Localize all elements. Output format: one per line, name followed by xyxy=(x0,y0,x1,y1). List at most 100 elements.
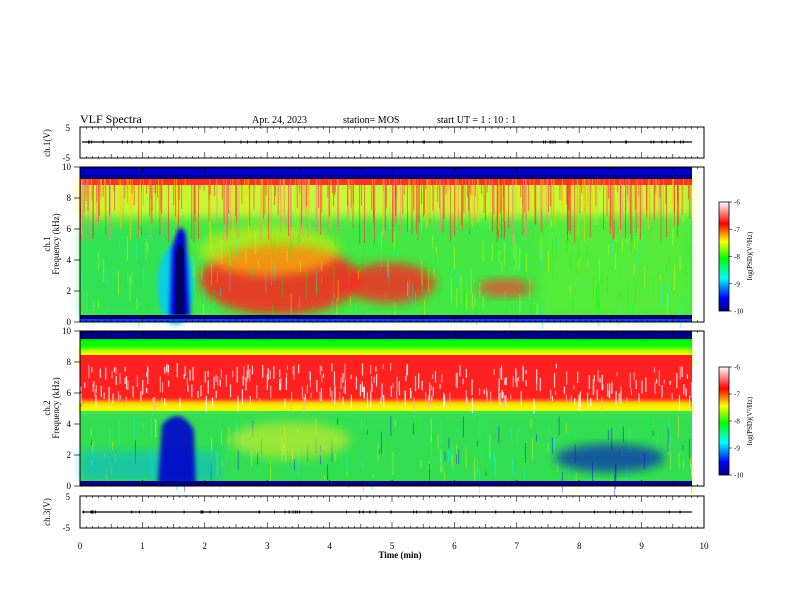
colorbar-tick-label: -9 xyxy=(734,445,740,453)
waveform-noise-mark xyxy=(422,140,424,144)
waveform-noise-mark xyxy=(126,140,128,144)
ch2-spectrogram-image xyxy=(80,331,693,500)
frequency-tick-label: 4 xyxy=(67,419,72,429)
waveform-noise-mark xyxy=(148,140,150,144)
waveform-noise-mark xyxy=(274,510,276,514)
waveform-noise-mark xyxy=(416,510,418,514)
ch3-waveform-panel: 5 -5 ch.3(V) xyxy=(42,492,705,533)
waveform-noise-mark xyxy=(679,510,681,514)
waveform-noise-mark xyxy=(183,510,185,514)
ch1-spectrogram-ticks xyxy=(74,166,705,323)
frequency-tick-label: 8 xyxy=(67,357,72,367)
waveform-noise-mark xyxy=(88,140,90,144)
waveform-noise-mark xyxy=(358,510,360,514)
waveform-noise-mark xyxy=(542,510,544,514)
frequency-tick-label: 2 xyxy=(67,286,72,296)
waveform-noise-mark xyxy=(625,140,627,144)
waveform-noise-mark xyxy=(359,140,361,144)
waveform-noise-mark xyxy=(623,510,625,514)
date-label: Apr. 24, 2023 xyxy=(252,115,307,126)
waveform-noise-mark xyxy=(352,140,354,144)
frequency-tick-label: 8 xyxy=(67,193,72,203)
waveform-noise-mark xyxy=(131,140,133,144)
waveform-noise-mark xyxy=(121,140,123,144)
waveform-noise-mark xyxy=(328,140,330,144)
ch3-waveform-ylabel: ch.3(V) xyxy=(42,498,52,526)
waveform-noise-mark xyxy=(159,140,161,144)
waveform-noise-mark xyxy=(682,140,684,144)
waveform-noise-mark xyxy=(450,510,452,514)
waveform-noise-mark xyxy=(88,140,90,144)
waveform-noise-mark xyxy=(413,510,415,514)
time-tick-label: 3 xyxy=(265,541,270,551)
waveform-noise-mark xyxy=(544,140,546,144)
waveform-noise-mark xyxy=(554,140,556,144)
frequency-tick-label: 10 xyxy=(62,162,72,172)
waveform-noise-mark xyxy=(550,510,552,514)
waveform-noise-mark xyxy=(240,140,242,144)
waveform-noise-mark xyxy=(362,510,364,514)
waveform-noise-mark xyxy=(491,140,493,144)
ch1-waveform-panel: 5 -5 ch.1(V) xyxy=(42,123,705,163)
ch1-colorbar: -6 -7 -8 -9 -10 log(PSD)(V²/Hz) xyxy=(718,199,754,316)
colorbar-tick-label: -10 xyxy=(734,472,744,480)
waveform-noise-mark xyxy=(345,140,347,144)
waveform-noise-mark xyxy=(224,140,226,144)
waveform-noise-mark xyxy=(83,510,85,514)
figure-title: VLF Spectra xyxy=(80,112,142,126)
time-tick-label: 5 xyxy=(390,541,395,551)
time-tick-label: 8 xyxy=(577,541,582,551)
waveform-noise-mark xyxy=(162,140,164,144)
time-axis-label: Time (min) xyxy=(378,550,421,560)
waveform-noise-mark xyxy=(90,510,92,514)
waveform-noise-mark xyxy=(550,140,552,144)
waveform-noise-mark xyxy=(467,510,469,514)
ch1-colorbar-label: log(PSD)(V²/Hz) xyxy=(746,231,754,280)
waveform-noise-mark xyxy=(139,510,141,514)
ch1-waveform-ylabel: ch.1(V) xyxy=(42,129,52,157)
ch2-frequency-tick-labels: 0 2 4 6 8 10 xyxy=(62,326,72,491)
waveform-noise-mark xyxy=(288,140,290,144)
ch1-spectrogram-ylabel-frequency: Frequency (kHz) xyxy=(51,213,61,274)
waveform-noise-mark xyxy=(317,140,319,144)
time-tick-label: 1 xyxy=(140,541,145,551)
frequency-tick-label: 0 xyxy=(67,317,72,327)
waveform-noise-mark xyxy=(390,510,392,514)
waveform-noise-mark xyxy=(369,510,371,514)
waveform-noise-mark xyxy=(299,140,301,144)
waveform-noise-mark xyxy=(92,510,94,514)
waveform-noise-mark xyxy=(294,510,296,514)
waveform-noise-mark xyxy=(661,140,663,144)
time-tick-label: 4 xyxy=(327,541,332,551)
ch3-ytick-top: 5 xyxy=(66,492,71,502)
waveform-noise-mark xyxy=(202,510,204,514)
waveform-noise-mark xyxy=(369,140,371,144)
waveform-noise-mark xyxy=(406,140,408,144)
ch2-spectrogram-panel: 0 2 4 6 8 10 ch.2 Frequency (kHz) xyxy=(42,326,705,500)
waveform-noise-mark xyxy=(201,510,203,514)
waveform-noise-mark xyxy=(543,140,545,144)
waveform-noise-mark xyxy=(91,510,93,514)
waveform-noise-mark xyxy=(450,510,452,514)
waveform-noise-mark xyxy=(217,510,219,514)
ch3-waveform-ticks xyxy=(79,496,705,528)
waveform-noise-mark xyxy=(593,510,595,514)
colorbar-tick-label: -8 xyxy=(734,418,740,426)
waveform-noise-mark xyxy=(650,140,652,144)
waveform-noise-mark xyxy=(209,510,211,514)
frequency-tick-label: 10 xyxy=(62,326,72,336)
colorbar-tick-label: -7 xyxy=(734,226,740,234)
colorbar-tick-label: -7 xyxy=(734,391,740,399)
waveform-noise-mark xyxy=(566,140,568,144)
colorbar-tick-label: -6 xyxy=(734,364,740,372)
time-tick-label: 6 xyxy=(452,541,457,551)
waveform-noise-mark xyxy=(552,140,554,144)
waveform-noise-mark xyxy=(158,140,160,144)
waveform-noise-mark xyxy=(299,510,301,514)
waveform-noise-mark xyxy=(523,510,525,514)
waveform-noise-mark xyxy=(529,510,531,514)
waveform-noise-mark xyxy=(430,510,432,514)
waveform-noise-mark xyxy=(513,510,515,514)
waveform-noise-mark xyxy=(666,140,668,144)
waveform-noise-mark xyxy=(140,140,142,144)
